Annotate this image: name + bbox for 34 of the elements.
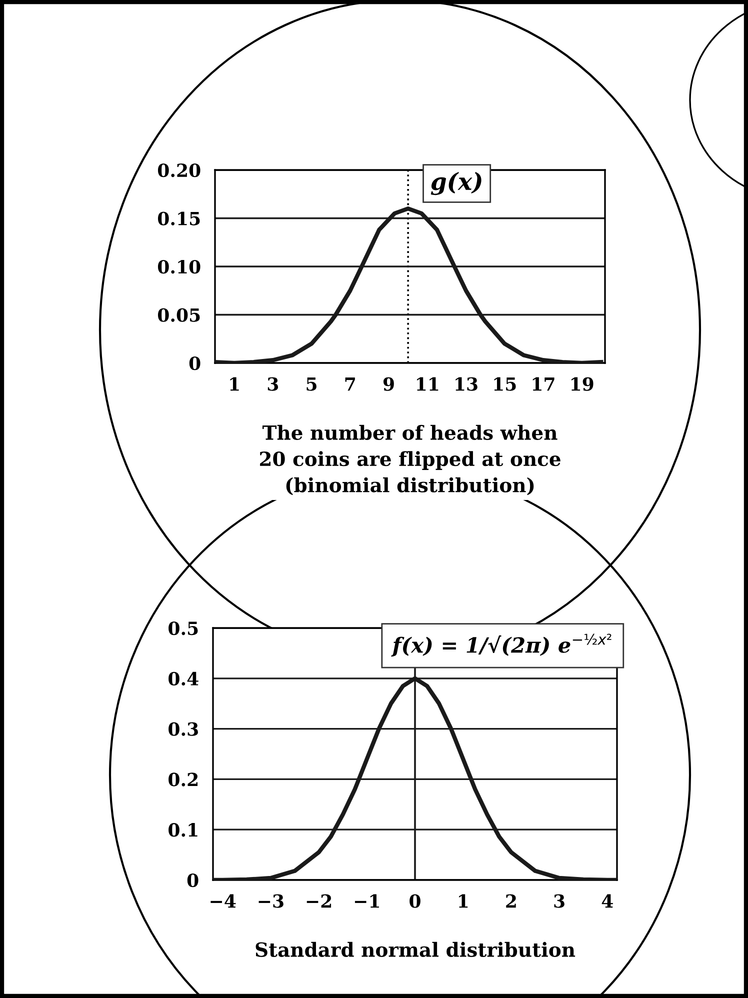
y-tick-label: 0.1 — [168, 823, 198, 837]
x-tick-label: 1 — [230, 377, 239, 391]
x-tick-label: 19 — [571, 377, 594, 391]
y-tick-label: 0.15 — [158, 212, 200, 226]
y-tick-label: 0.20 — [158, 163, 200, 178]
x-tick-label: −3 — [258, 894, 284, 908]
y-tick-label: 0.4 — [168, 672, 198, 686]
annotation: g(x) — [430, 172, 482, 196]
x-tick-label: −1 — [354, 894, 379, 908]
x-tick-label: 17 — [532, 377, 554, 391]
x-tick-label: 0 — [410, 894, 420, 908]
y-tick-label: 0 — [187, 873, 198, 888]
y-tick-label: 0 — [189, 356, 200, 370]
y-tick-label: 0.05 — [158, 308, 200, 322]
x-tick-label: 3 — [554, 894, 564, 908]
x-tick-label: 15 — [494, 377, 516, 391]
x-tick-label: 5 — [306, 377, 316, 391]
x-tick-label: 3 — [268, 377, 278, 391]
x-tick-label: −4 — [210, 894, 236, 908]
y-tick-label: 0.3 — [168, 722, 198, 736]
x-tick-label: 11 — [417, 377, 438, 391]
y-tick-label: 0.10 — [158, 260, 200, 274]
x-tick-label: 13 — [456, 377, 478, 391]
x-tick-label: 7 — [345, 377, 355, 391]
x-axis-title: Standard normal distribution — [256, 942, 576, 957]
annotation: f(x) = 1/√(2π) e$^{−½x²}$ — [391, 634, 612, 657]
x-tick-label: 4 — [602, 894, 613, 908]
x-tick-label: 9 — [383, 377, 394, 391]
y-tick-label: 0.5 — [168, 621, 198, 636]
x-tick-label: 1 — [459, 894, 468, 908]
x-tick-label: 2 — [506, 894, 516, 908]
x-tick-label: −2 — [306, 894, 332, 908]
y-tick-label: 0.2 — [168, 772, 198, 786]
x-axis-title: The number of heads when 20 coins are flipped at once (binomial distribution) — [260, 424, 560, 496]
